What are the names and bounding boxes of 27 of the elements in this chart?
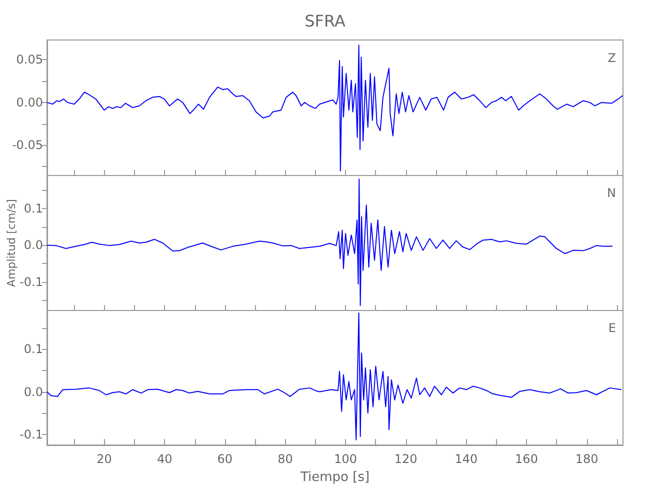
y-tick-label: -0.1 xyxy=(20,427,43,442)
line-series xyxy=(46,178,613,306)
x-tick-label: 120 xyxy=(394,452,418,466)
line-series xyxy=(46,44,624,172)
annotation: Z xyxy=(608,51,616,65)
y-tick-label: 0.1 xyxy=(24,202,43,216)
y-tick-label: -0.05 xyxy=(12,138,43,152)
chart-title: SFRA xyxy=(304,12,346,30)
y-tick-label: 0.0 xyxy=(24,238,43,252)
x-tick-label: 60 xyxy=(217,452,233,466)
x-tick-label: 160 xyxy=(515,452,538,466)
x-tick-label: 20 xyxy=(96,452,112,466)
x-axis-title: Tiempo [s] xyxy=(299,470,370,485)
y-tick-label: 0.0 xyxy=(24,384,43,399)
line-series xyxy=(46,312,622,440)
y-tick-label: -0.1 xyxy=(20,274,43,289)
x-tick-label: 80 xyxy=(278,452,293,466)
annotation: E xyxy=(608,321,616,335)
y-axis-title: Amplitud [cm/s] xyxy=(5,199,18,287)
x-tick-label: 180 xyxy=(575,452,598,466)
y-tick-label: 0.05 xyxy=(16,52,43,67)
x-tick-label: 140 xyxy=(454,452,478,466)
y-tick-label: 0.1 xyxy=(24,342,43,356)
x-tick-label: 40 xyxy=(156,452,172,466)
x-tick-label: 100 xyxy=(334,452,358,466)
annotation: N xyxy=(607,186,616,200)
y-tick-label: 0.00 xyxy=(16,95,43,110)
